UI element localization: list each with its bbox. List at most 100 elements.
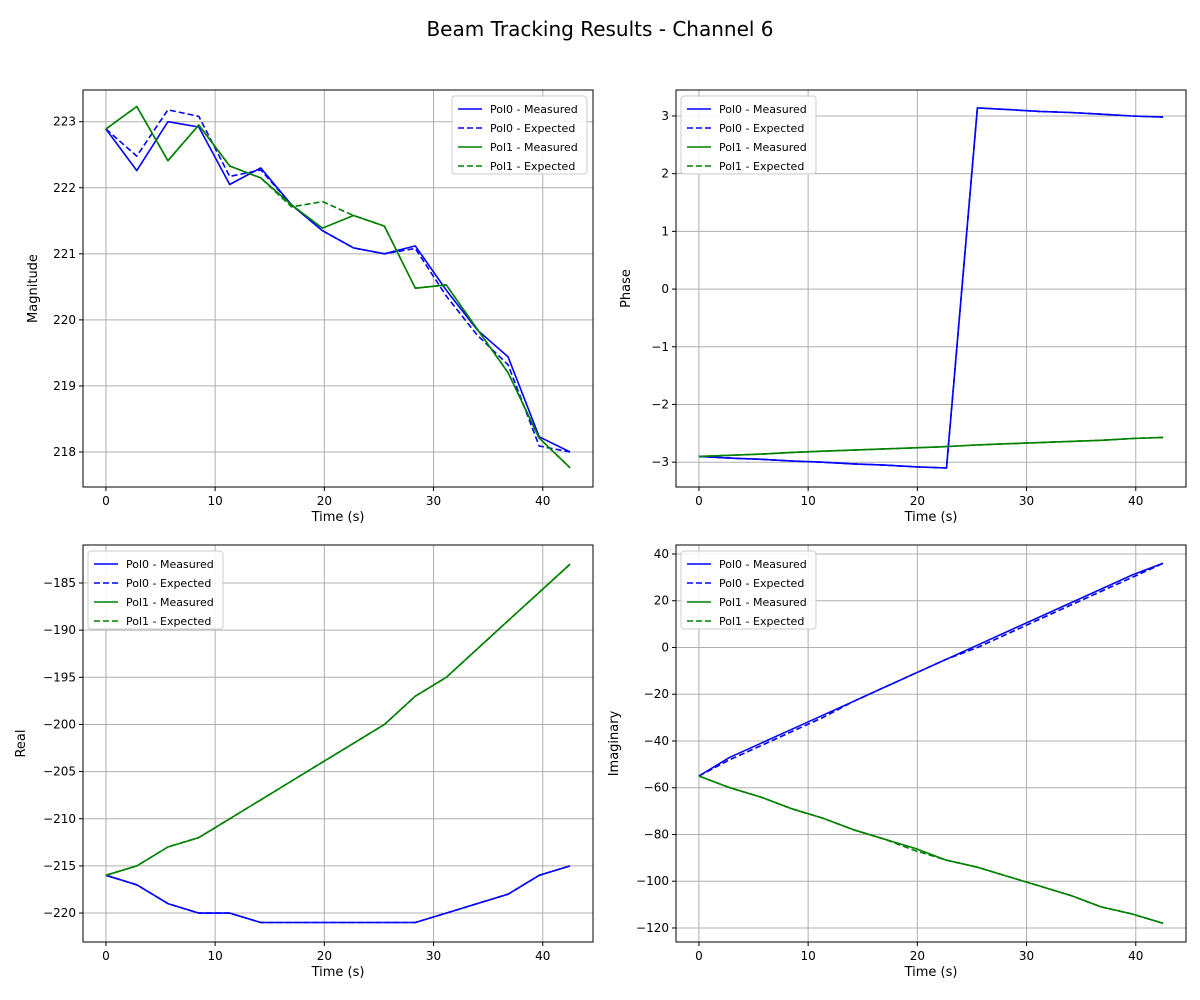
axes-frame [675,89,1187,488]
x-axis-label: Time (s) [311,965,365,980]
y-tick-label: −220 [43,906,76,920]
y-tick-label: 0 [661,640,669,654]
y-tick-label: −20 [644,687,669,701]
subplot-2: 0 10 20 30 40 −3 −2 −1 0 1 2 3 Time (s) Phase Pol0 - M… [619,89,1187,525]
y-tick-label: 2 [661,167,669,181]
x-tick-label: 10 [801,494,816,508]
x-tick-label: 0 [102,949,110,963]
series-line-pol1-expected [698,775,1164,925]
y-tick-label: −215 [43,859,76,873]
series-line-pol0-measured [105,120,571,453]
x-tick-label: 10 [801,949,816,963]
x-tick-label: 0 [102,494,110,508]
legend-label: Pol0 - Expected [126,577,211,590]
series-line-pol1-measured [698,436,1164,458]
x-axis-label: Time (s) [904,965,958,980]
legend-box [680,95,817,175]
y-tick-label: −60 [644,781,669,795]
x-tick-label: 10 [208,949,223,963]
series-line-pol0-expected [698,107,1164,469]
y-tick-label: −200 [43,717,76,731]
y-tick-label: 0 [661,282,669,296]
y-tick-label: 1 [661,224,669,238]
y-tick-label: 3 [661,109,669,123]
figure-title: Beam Tracking Results - Channel 6 [426,17,773,41]
y-tick-label: −120 [636,921,669,935]
series-line-pol1-expected [105,563,571,877]
legend-label: Pol0 - Expected [490,122,575,135]
y-tick-label: −40 [644,734,669,748]
legend: Pol0 - Measured Pol0 - Expected Pol1 - Mea… [680,95,817,175]
axes-frame [82,89,594,488]
legend-label: Pol1 - Measured [719,141,807,154]
y-tick-label: 223 [53,115,76,129]
legend-label: Pol0 - Measured [490,103,578,116]
x-tick-label: 20 [317,494,332,508]
x-tick-label: 20 [910,494,925,508]
y-tick-label: −195 [43,670,76,684]
legend-label: Pol0 - Measured [126,558,214,571]
y-axis-label: Imaginary [607,710,622,776]
x-tick-label: 0 [695,949,703,963]
subplot-1: 0 10 20 30 40 218 219 220 221 222 223 Time (s) Magni… [26,89,594,525]
legend-label: Pol0 - Expected [719,122,804,135]
y-tick-label: −185 [43,576,76,590]
y-tick-label: 40 [654,547,669,561]
y-tick-label: 222 [53,181,76,195]
x-tick-label: 10 [208,494,223,508]
y-tick-label: 220 [53,313,76,327]
x-tick-label: 30 [426,949,441,963]
subplot-4: 0 10 20 30 40 −120 −100 −80 −60 −40 −20 0 20 40 Time (… [607,544,1187,980]
y-tick-label: −190 [43,623,76,637]
axes-frame [82,544,594,943]
legend-label: Pol1 - Expected [126,615,211,628]
series-line-pol0-measured [105,865,571,924]
x-tick-label: 30 [426,494,441,508]
x-tick-label: 40 [535,494,550,508]
legend-box [87,550,224,630]
legend-label: Pol1 - Measured [490,141,578,154]
legend-label: Pol0 - Measured [719,558,807,571]
legend: Pol0 - Measured Pol0 - Expected Pol1 - Mea… [680,550,817,630]
axes-frame [675,544,1187,943]
legend-box [451,95,588,175]
series-line-pol1-expected [105,105,571,469]
legend-label: Pol1 - Expected [719,615,804,628]
y-tick-label: 221 [53,247,76,261]
y-tick-label: −3 [651,455,669,469]
y-axis-label: Magnitude [26,254,41,323]
legend-box [680,550,817,630]
x-axis-label: Time (s) [311,510,365,525]
legend-label: Pol1 - Measured [719,596,807,609]
legend-label: Pol1 - Expected [490,160,575,173]
y-tick-label: −210 [43,812,76,826]
y-axis-label: Real [14,729,29,757]
y-tick-label: −80 [644,827,669,841]
x-axis-label: Time (s) [904,510,958,525]
y-tick-label: 218 [53,445,76,459]
legend-label: Pol1 - Expected [719,160,804,173]
x-tick-label: 40 [1128,494,1143,508]
legend-label: Pol0 - Expected [719,577,804,590]
y-tick-label: 219 [53,379,76,393]
y-axis-label: Phase [619,269,634,308]
legend-label: Pol1 - Measured [126,596,214,609]
series-line-pol1-expected [698,436,1164,458]
y-tick-label: 20 [654,594,669,608]
x-tick-label: 30 [1019,949,1034,963]
x-tick-label: 40 [535,949,550,963]
legend: Pol0 - Measured Pol0 - Expected Pol1 - Mea… [87,550,224,630]
legend-label: Pol0 - Measured [719,103,807,116]
x-tick-label: 20 [317,949,332,963]
x-tick-label: 20 [910,949,925,963]
series-line-pol1-measured [698,775,1164,925]
series-line-pol0-expected [698,562,1164,777]
subplot-3: 0 10 20 30 40 −220 −215 −210 −205 −200 −195 −190 −18… [14,544,594,980]
x-tick-label: 30 [1019,494,1034,508]
y-tick-label: −205 [43,765,76,779]
x-tick-label: 0 [695,494,703,508]
x-tick-label: 40 [1128,949,1143,963]
legend: Pol0 - Measured Pol0 - Expected Pol1 - Mea… [451,95,588,175]
y-tick-label: −1 [651,340,669,354]
